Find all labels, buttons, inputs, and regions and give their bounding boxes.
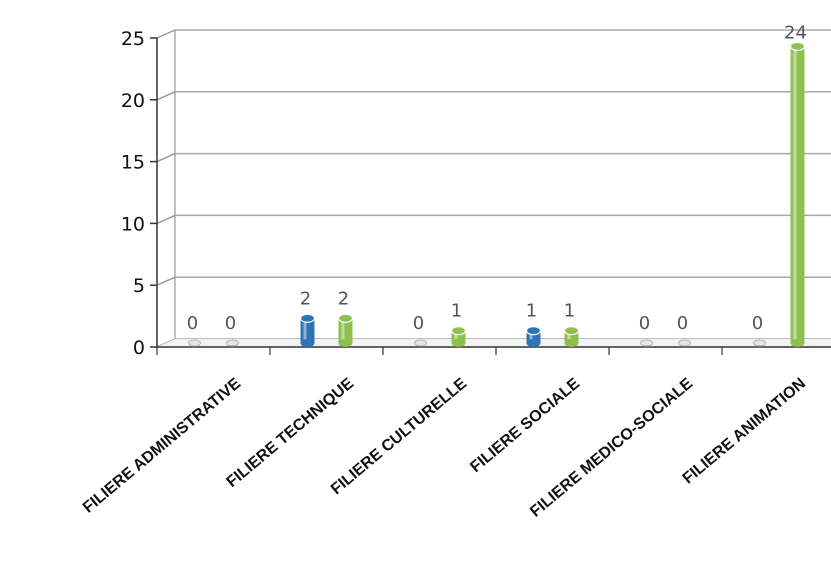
data-label-0-0: 0 (187, 313, 198, 334)
y-tick-label-20: 20 (121, 90, 145, 112)
bar-highlight-1-3 (567, 332, 571, 341)
bar-highlight-0-1 (303, 320, 307, 341)
bar-top-1-2 (450, 326, 467, 336)
y-axis-ticks: 0 5 10 15 20 25 (121, 28, 157, 359)
bar-highlight-1-1 (341, 320, 345, 341)
bar-1-4 (678, 339, 691, 347)
data-labels: 0 0 2 2 0 1 1 1 0 0 0 24 (187, 22, 807, 334)
gridline-depth-10 (156, 214, 176, 225)
data-label-0-4: 0 (639, 313, 650, 334)
data-label-1-5: 24 (784, 22, 807, 43)
gridline-depth-25 (156, 29, 176, 39)
y-tick-label-0: 0 (133, 337, 145, 359)
gridline-depth-5 (156, 276, 176, 286)
bars (188, 41, 806, 347)
bar-top-1-1 (337, 313, 354, 323)
bar-0-1 (300, 318, 315, 343)
y-tick-label-10: 10 (121, 213, 145, 235)
data-label-1-4: 0 (677, 313, 688, 334)
data-label-0-5: 0 (752, 313, 763, 334)
bar-1-5 (790, 46, 805, 344)
data-label-0-2: 0 (413, 313, 424, 334)
bar-base-1-1 (338, 339, 353, 347)
data-label-1-2: 1 (451, 301, 462, 322)
data-label-1-3: 1 (564, 301, 575, 322)
bar-base-1-2 (451, 339, 466, 347)
bar-top-0-1 (299, 313, 316, 323)
axes (156, 30, 831, 355)
data-label-0-1: 2 (300, 288, 311, 309)
bar-base-0-1 (300, 339, 315, 347)
y-tick-label-15: 15 (121, 152, 145, 174)
gridline-depth-20 (156, 91, 176, 101)
x-tick-label-1: FILIERE TECHNIQUE (224, 375, 358, 491)
bar-0-5 (753, 339, 766, 347)
gridlines (156, 29, 831, 348)
bar-0-4 (640, 339, 653, 347)
bar-0-2 (414, 339, 427, 347)
gridline-depth-15 (156, 152, 176, 163)
data-label-1-1: 2 (338, 288, 349, 309)
bar-highlight-0-3 (529, 332, 533, 341)
bar-top-1-5 (789, 41, 806, 51)
data-label-1-0: 0 (225, 313, 236, 334)
bar-highlight-1-5 (793, 48, 797, 342)
bar-top-0-3 (525, 326, 542, 336)
bar-highlight-1-2 (454, 332, 458, 341)
x-tick-label-3: FILIERE SOCIALE (467, 375, 583, 476)
bar-1-1 (338, 318, 353, 343)
bar-base-1-3 (564, 339, 579, 347)
x-tick-label-5: FILIERE ANIMATION (680, 375, 809, 487)
y-tick-label-5: 5 (133, 275, 145, 297)
bar-1-0 (226, 339, 239, 347)
y-tick-label-25: 25 (121, 28, 145, 50)
x-tick-label-0: FILIERE ADMINISTRATIVE (80, 375, 244, 517)
bar-0-0 (188, 339, 201, 347)
bar-top-1-3 (563, 326, 580, 336)
data-label-0-3: 1 (526, 301, 537, 322)
bar-base-0-3 (526, 339, 541, 347)
floor (157, 339, 831, 347)
bar-base-1-5 (790, 339, 805, 347)
